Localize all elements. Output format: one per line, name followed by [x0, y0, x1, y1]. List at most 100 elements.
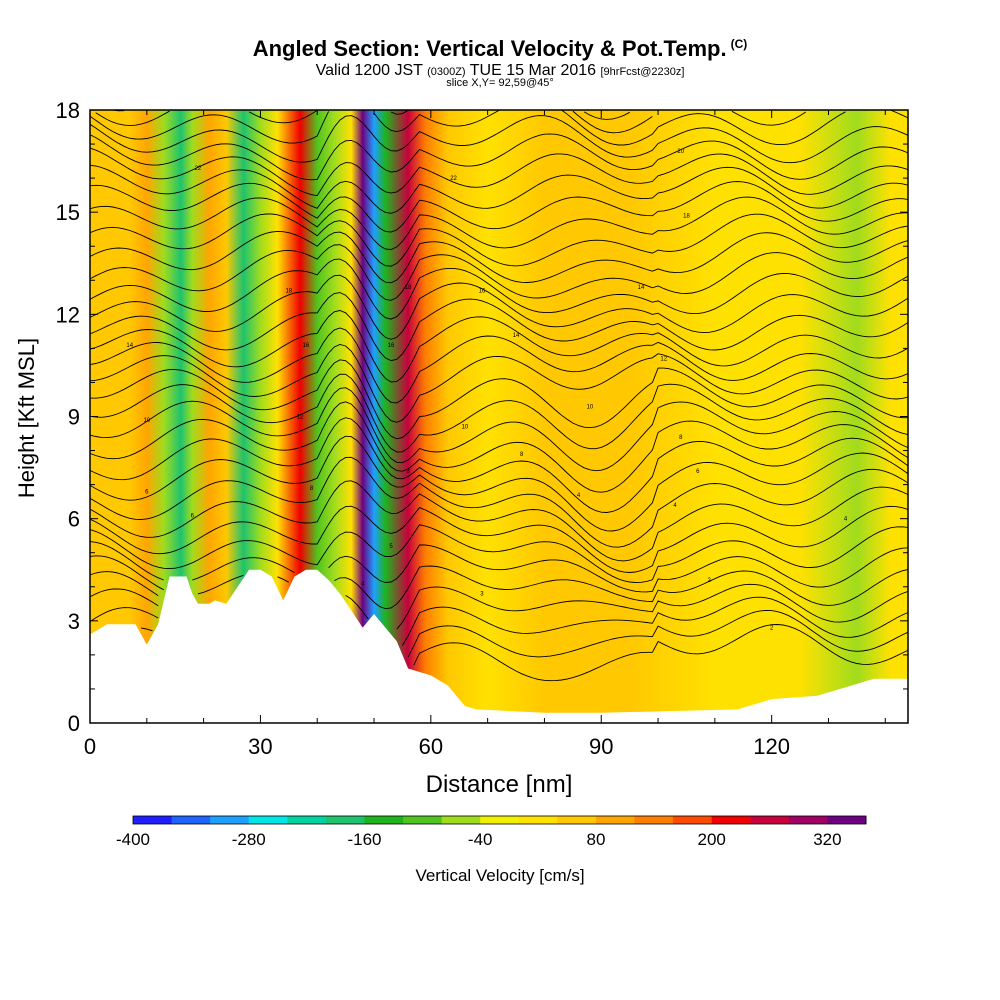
contour-label: 2 [708, 578, 712, 584]
chart-subtitle: Valid 1200 JST (0300Z) TUE 15 Mar 2016 [… [0, 62, 1000, 80]
contour-label: 22 [195, 166, 202, 172]
x-tick-label: 90 [589, 734, 613, 759]
chart-title-text: Angled Section: Vertical Velocity & Pot.… [252, 36, 727, 61]
contour-label: 16 [479, 288, 486, 294]
subtitle-valid: Valid 1200 JST [315, 62, 423, 79]
colorbar-bin [287, 816, 327, 824]
y-tick-label: 12 [56, 302, 80, 327]
x-axis-label: Distance [nm] [426, 771, 573, 798]
contour-label: 8 [310, 486, 314, 492]
isotherm-line [90, 164, 908, 214]
contour-label: 10 [587, 404, 594, 410]
colorbar-bin [325, 816, 365, 824]
colorbar-bin [711, 816, 751, 824]
isotherm-line [90, 555, 908, 610]
contour-label: 8 [679, 435, 683, 441]
colorbar-tick-label: 80 [586, 830, 605, 849]
slice-label: slice X,Y= 92,59@45° [446, 77, 554, 89]
y-tick-label: 15 [56, 200, 80, 225]
isotherm-line [90, 213, 908, 267]
colorbar-bin [595, 816, 636, 824]
colorbar-bin [557, 816, 597, 824]
colorbar-bin [634, 816, 674, 824]
x-tick-label: 60 [419, 734, 443, 759]
chart-title-mark: (C) [730, 36, 748, 51]
contour-label: 5 [389, 544, 393, 550]
contour-label: 22 [450, 176, 457, 182]
isotherm-line [90, 344, 908, 423]
colorbar-bin [750, 816, 790, 824]
contour-label: 16 [388, 343, 395, 349]
isotherm-line [141, 624, 908, 682]
isotherm-line [90, 196, 908, 250]
contour-label: 3 [480, 592, 484, 598]
isotherm-line [90, 230, 908, 284]
isotherm-line [90, 524, 908, 583]
isotherm-line [90, 292, 908, 362]
colorbar-tick-label: -400 [116, 830, 150, 849]
isotherm-line [90, 387, 908, 472]
terrain-mask [90, 569, 908, 723]
colorbar-bin [673, 816, 713, 824]
colorbar-bin [788, 816, 828, 824]
potential-temperature-contours [90, 110, 908, 682]
colorbar-bin [441, 816, 481, 824]
colorbar-bin [133, 816, 173, 824]
subtitle-forecast: [9hrFcst@2230z] [600, 66, 685, 78]
isotherm-line [90, 133, 908, 181]
contour-label: 18 [405, 285, 412, 291]
isotherm-line [90, 181, 908, 233]
isotherm-line [90, 359, 908, 440]
colorbar-bin [248, 816, 288, 824]
contour-label: 6 [696, 469, 700, 475]
isotherm-line [90, 244, 908, 301]
subtitle-zulu: (0300Z) [427, 66, 466, 78]
contour-label: 12 [660, 357, 667, 363]
contour-label: 10 [462, 425, 469, 431]
colorbar-label: Vertical Velocity [cm/s] [415, 866, 584, 885]
subtitle-date: TUE 15 Mar 2016 [469, 62, 597, 79]
y-tick-label: 0 [68, 711, 80, 736]
chart-title: Angled Section: Vertical Velocity & Pot.… [0, 36, 1000, 62]
contour-label: 4 [577, 493, 581, 499]
contour-label: 16 [303, 343, 310, 349]
isotherm-line [90, 541, 908, 593]
isotherm-line [90, 417, 908, 513]
isotherm-line [90, 435, 908, 532]
colorbar-tick-label: -160 [347, 830, 381, 849]
isotherm-line [90, 401, 908, 493]
colorbar-tick-label: 200 [697, 830, 725, 849]
contour-label: 20 [677, 149, 684, 155]
contour-label: 6 [191, 513, 195, 519]
isotherm-line [90, 607, 908, 658]
axes: 0 30 60 90 120 0 3 6 9 12 15 18 [56, 98, 908, 759]
colorbar: -400 -280 -160 -40 80 200 320 [116, 815, 867, 849]
colorbar-bin [403, 816, 443, 824]
colorbar-tick-label: -40 [468, 830, 493, 849]
isotherm-line [90, 588, 908, 646]
y-tick-label: 3 [68, 609, 80, 634]
contour-label: 2 [770, 626, 774, 632]
colorbar-bin [518, 816, 558, 824]
isotherm-line [90, 373, 908, 453]
isotherm-line [90, 571, 908, 630]
isotherm-line [90, 327, 908, 404]
y-axis-label: Height [Kft MSL] [14, 338, 39, 498]
contour-label: 12 [297, 415, 304, 421]
contour-label: 8 [520, 452, 524, 458]
isotherm-line [90, 274, 908, 340]
colorbar-bin [480, 816, 520, 824]
contour-label: 4 [673, 503, 677, 509]
colorbar-bin [364, 816, 404, 824]
contour-label: 14 [126, 343, 133, 349]
contour-label: 10 [143, 418, 150, 424]
y-tick-label: 18 [56, 98, 80, 123]
isotherm-line [90, 505, 908, 573]
isotherm-line [90, 115, 908, 164]
contour-label: 14 [513, 333, 520, 339]
contour-label: 6 [145, 489, 149, 495]
isotherm-line [95, 110, 807, 134]
